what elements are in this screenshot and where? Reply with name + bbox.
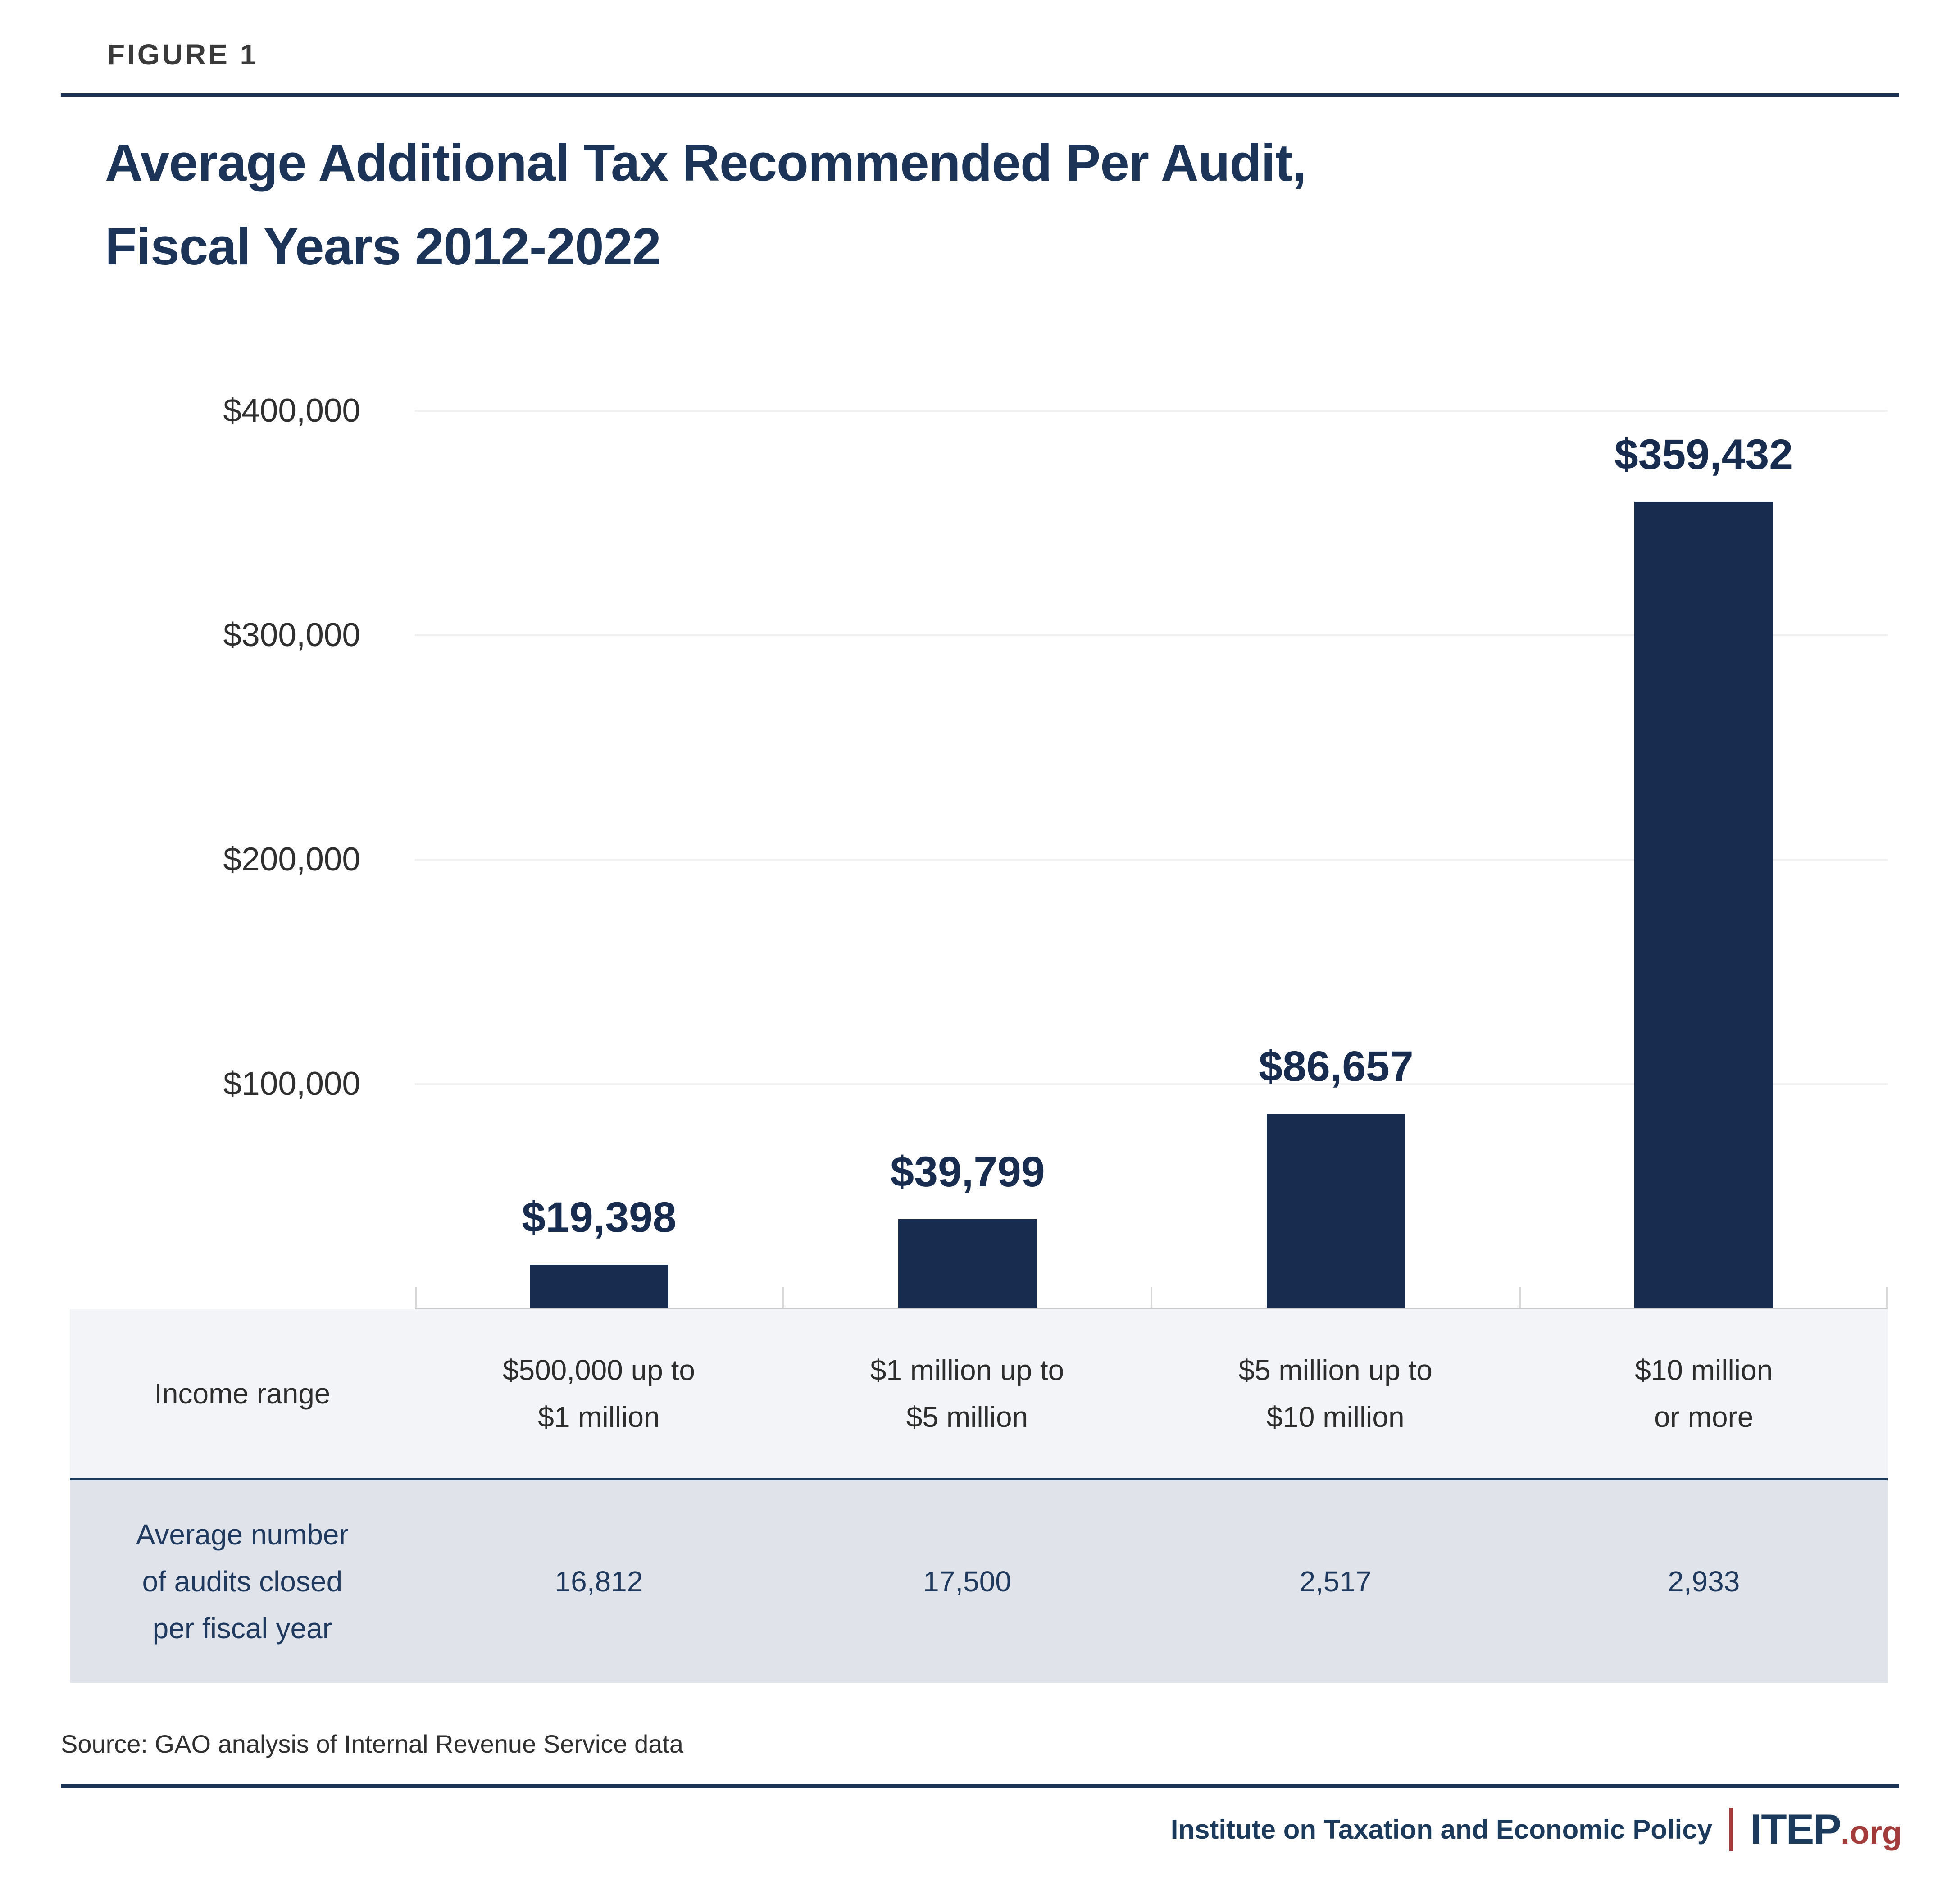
chart-column-500k-1m: $19,398 [415, 411, 783, 1308]
figure-label: FIGURE 1 [107, 38, 259, 71]
bar-1m-5m [898, 1219, 1037, 1308]
axis-tick-mark [1519, 1287, 1521, 1308]
table-row-audits-closed: Average number of audits closed per fisc… [70, 1480, 1888, 1683]
footer: Institute on Taxation and Economic Polic… [1170, 1805, 1902, 1854]
x-axis-baseline [415, 1308, 1888, 1309]
column-header-line: $1 million [538, 1401, 660, 1433]
column-header-line: $500,000 up to [502, 1354, 695, 1386]
bottom-rule [61, 1784, 1899, 1788]
gridline-300k [415, 634, 1888, 636]
row-header-income-range: Income range [154, 1377, 331, 1410]
bar-5m-10m [1267, 1114, 1405, 1308]
itep-logo-suffix: .org [1841, 1815, 1902, 1851]
bar-value-label: $86,657 [1259, 1043, 1414, 1091]
column-header-line: $5 million up to [1238, 1354, 1432, 1386]
chart-column-10m-plus: $359,432 [1519, 411, 1888, 1308]
itep-logo-text: ITEP [1750, 1805, 1842, 1853]
gridline-100k [415, 1083, 1888, 1085]
logo-divider-bar [1729, 1808, 1733, 1851]
y-axis-tick-label: $100,000 [223, 1066, 360, 1102]
axis-tick-mark [1886, 1287, 1888, 1308]
row-header-line: Average number [136, 1518, 349, 1551]
income-range-table: Income range $500,000 up to $1 million $… [70, 1309, 1888, 1683]
table-row-income-range: Income range $500,000 up to $1 million $… [70, 1309, 1888, 1478]
table-cell-audits: 2,933 [1668, 1565, 1740, 1598]
column-header-line: $10 million [1266, 1401, 1405, 1433]
axis-tick-mark [415, 1287, 417, 1308]
column-header: $10 million or more [1519, 1309, 1888, 1478]
gridline-400k [415, 410, 1888, 412]
column-header: $500,000 up to $1 million [415, 1309, 783, 1478]
bar-value-label: $39,799 [890, 1148, 1045, 1196]
itep-logo: ITEP .org [1750, 1805, 1902, 1854]
y-axis-tick-label: $300,000 [223, 617, 360, 653]
table-cell-audits: 2,517 [1299, 1565, 1372, 1598]
source-note: Source: GAO analysis of Internal Revenue… [61, 1730, 684, 1758]
bar-10m-plus [1634, 502, 1773, 1308]
y-axis-tick-label: $400,000 [223, 392, 360, 429]
column-header-line: $10 million [1635, 1354, 1773, 1386]
bar-500k-1m [530, 1265, 668, 1308]
column-header-line: $1 million up to [870, 1354, 1064, 1386]
chart-title: Average Additional Tax Recommended Per A… [105, 121, 1306, 288]
gridline-200k [415, 859, 1888, 861]
top-rule [61, 93, 1899, 97]
chart-title-line2: Fiscal Years 2012-2022 [105, 217, 661, 276]
table-cell-audits: 16,812 [555, 1565, 643, 1598]
bar-chart-plot-area: $19,398 $39,799 $86,657 $359,432 [415, 410, 1888, 1309]
column-header-line: or more [1654, 1401, 1754, 1433]
axis-tick-mark [782, 1287, 784, 1308]
column-header-line: $5 million [906, 1401, 1028, 1433]
bar-value-label: $359,432 [1614, 431, 1793, 479]
bar-value-label: $19,398 [522, 1194, 677, 1242]
axis-tick-mark [1151, 1287, 1152, 1308]
row-header-line: of audits closed [142, 1565, 343, 1598]
chart-column-5m-10m: $86,657 [1152, 411, 1520, 1308]
chart-title-line1: Average Additional Tax Recommended Per A… [105, 133, 1306, 192]
row-header-line: per fiscal year [152, 1612, 332, 1645]
chart-column-1m-5m: $39,799 [783, 411, 1152, 1308]
y-axis-tick-label: $200,000 [223, 841, 360, 878]
row-header-audits-closed: Average number of audits closed per fisc… [70, 1480, 415, 1683]
table-cell-audits: 17,500 [923, 1565, 1011, 1598]
column-header: $5 million up to $10 million [1151, 1309, 1520, 1478]
table-divider [70, 1478, 1888, 1480]
column-header: $1 million up to $5 million [783, 1309, 1151, 1478]
org-name: Institute on Taxation and Economic Polic… [1170, 1814, 1713, 1845]
